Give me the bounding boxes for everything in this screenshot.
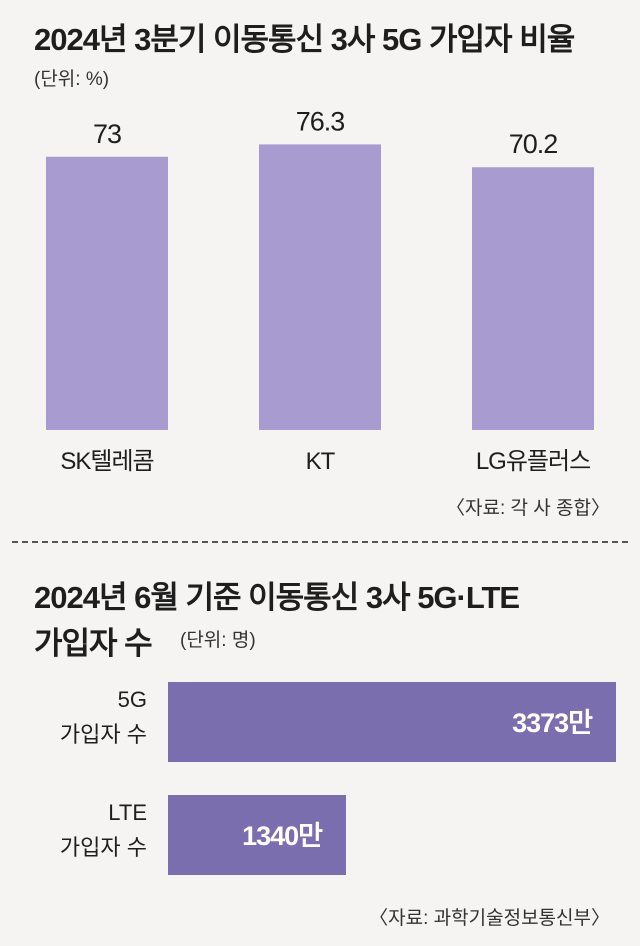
chart2-title-line1: 2024년 6월 기준 이동통신 3사 5G·LTE [34, 580, 520, 615]
hbar-category-label-1-line2: 가입자 수 [60, 722, 147, 747]
chart2-unit: (단위: 명) [180, 630, 256, 651]
bar-2 [259, 144, 381, 430]
bar-category-label-3: LG유플러스 [476, 448, 590, 475]
hbar-category-label-2-line2: 가입자 수 [60, 835, 147, 860]
bar-3 [472, 167, 594, 430]
hbar-category-label-2-line1: LTE [108, 800, 147, 825]
bar-1 [46, 156, 168, 430]
bar-category-label-2: KT [306, 448, 336, 475]
hbar-2 [168, 795, 346, 875]
bar-value-label-2: 76.3 [296, 106, 345, 136]
chart1-unit: (단위: %) [34, 69, 110, 90]
bar-value-label-3: 70.2 [509, 129, 558, 159]
hbar-value-label-2: 1340만 [242, 821, 323, 851]
bar-category-label-1: SK텔레콤 [60, 448, 153, 475]
section-divider [12, 541, 628, 543]
chart1-title: 2024년 3분기 이동통신 3사 5G 가입자 비율 [34, 22, 575, 57]
hbar-1 [168, 682, 616, 762]
chart2-title-line2: 가입자 수 [34, 626, 153, 661]
hbar-category-label-1-line1: 5G [118, 687, 147, 712]
bar-value-label-1: 73 [93, 119, 121, 149]
chart1-source: 〈자료: 각 사 종합〉 [446, 498, 610, 519]
chart2-source: 〈자료: 과학기술정보통신부〉 [369, 908, 610, 929]
hbar-value-label-1: 3373만 [512, 708, 593, 738]
